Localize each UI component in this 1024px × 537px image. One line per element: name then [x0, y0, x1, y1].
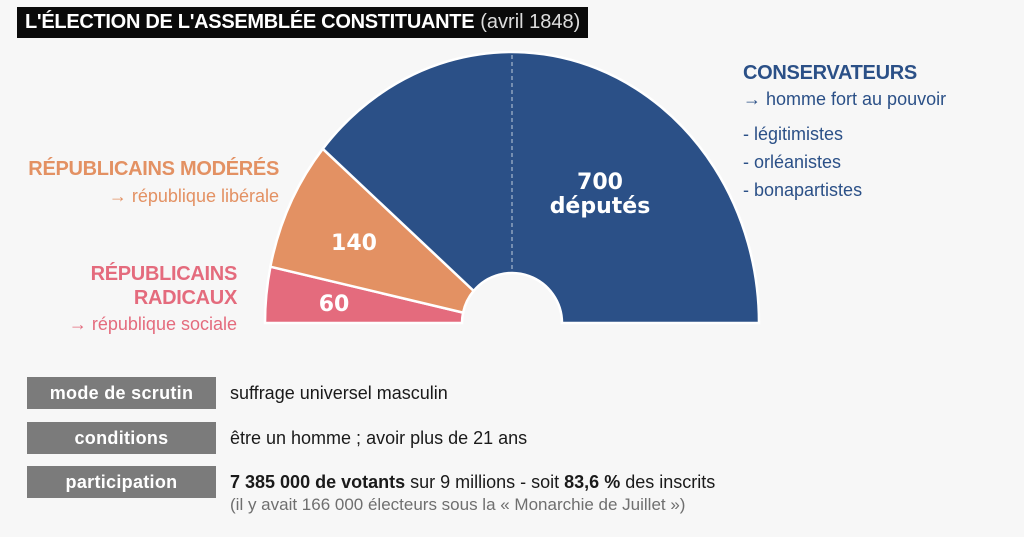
- info-text: sur 9 millions - soit: [405, 472, 565, 492]
- chart-title: L'ÉLECTION DE L'ASSEMBLÉE CONSTITUANTE: [25, 11, 475, 33]
- segment-value: 700: [577, 170, 623, 195]
- votants-count: 7 385 000 de votants: [230, 472, 406, 492]
- segment-value-label: 140: [331, 231, 377, 256]
- legend-radicaux-subtitle: → république sociale: [68, 314, 237, 334]
- segment-value-label: 700 députés: [550, 170, 651, 219]
- legend-radicaux: RÉPUBLICAINS RADICAUX → république socia…: [69, 262, 237, 335]
- info-value: suffrage universel masculin: [230, 383, 448, 403]
- title-bar: L'ÉLECTION DE L'ASSEMBLÉE CONSTITUANTE (…: [17, 7, 589, 38]
- info-row-conditions: conditions être un homme ; avoir plus de…: [27, 422, 527, 454]
- legend-conservateurs-subtitle: → homme fort au pouvoir: [743, 89, 947, 109]
- legend-conservateurs: CONSERVATEURS → homme fort au pouvoir - …: [743, 62, 946, 204]
- info-value: être un homme ; avoir plus de 21 ans: [230, 428, 528, 448]
- list-item: - orléanistes: [743, 152, 842, 172]
- list-item: - bonapartistes: [743, 180, 863, 200]
- info-row-mode: mode de scrutin suffrage universel mascu…: [27, 377, 448, 409]
- info-text: des inscrits: [620, 472, 716, 492]
- segment-unit: députés: [550, 194, 651, 219]
- list-item: - légitimistes: [743, 124, 844, 144]
- legend-conservateurs-list: - légitimistes - orléanistes - bonaparti…: [743, 120, 946, 204]
- legend-radicaux-title-1: RÉPUBLICAINS: [90, 263, 238, 285]
- info-row-participation: participation 7 385 000 de votants sur 9…: [27, 466, 715, 515]
- segment-conservateurs: [321, 50, 761, 325]
- legend-moderes-title: RÉPUBLICAINS MODÉRÉS: [28, 158, 279, 180]
- legend-moderes-subtitle: → république libérale: [108, 186, 279, 206]
- info-label: participation: [27, 466, 216, 498]
- participation-rate: 83,6 %: [564, 472, 621, 492]
- segment-value-label: 60: [319, 292, 350, 317]
- info-value: 7 385 000 de votants sur 9 millions - so…: [230, 466, 715, 498]
- info-label: conditions: [27, 422, 216, 454]
- chart-subtitle: (avril 1848): [480, 11, 581, 33]
- info-note: (il y avait 166 000 électeurs sous la « …: [230, 495, 686, 514]
- segment-r-publicains-mod-r-s: [268, 146, 476, 315]
- info-label: mode de scrutin: [27, 377, 216, 409]
- legend-radicaux-title-2: RADICAUX: [133, 287, 237, 309]
- legend-moderes: RÉPUBLICAINS MODÉRÉS → république libéra…: [28, 158, 279, 207]
- legend-conservateurs-title: CONSERVATEURS: [743, 62, 917, 84]
